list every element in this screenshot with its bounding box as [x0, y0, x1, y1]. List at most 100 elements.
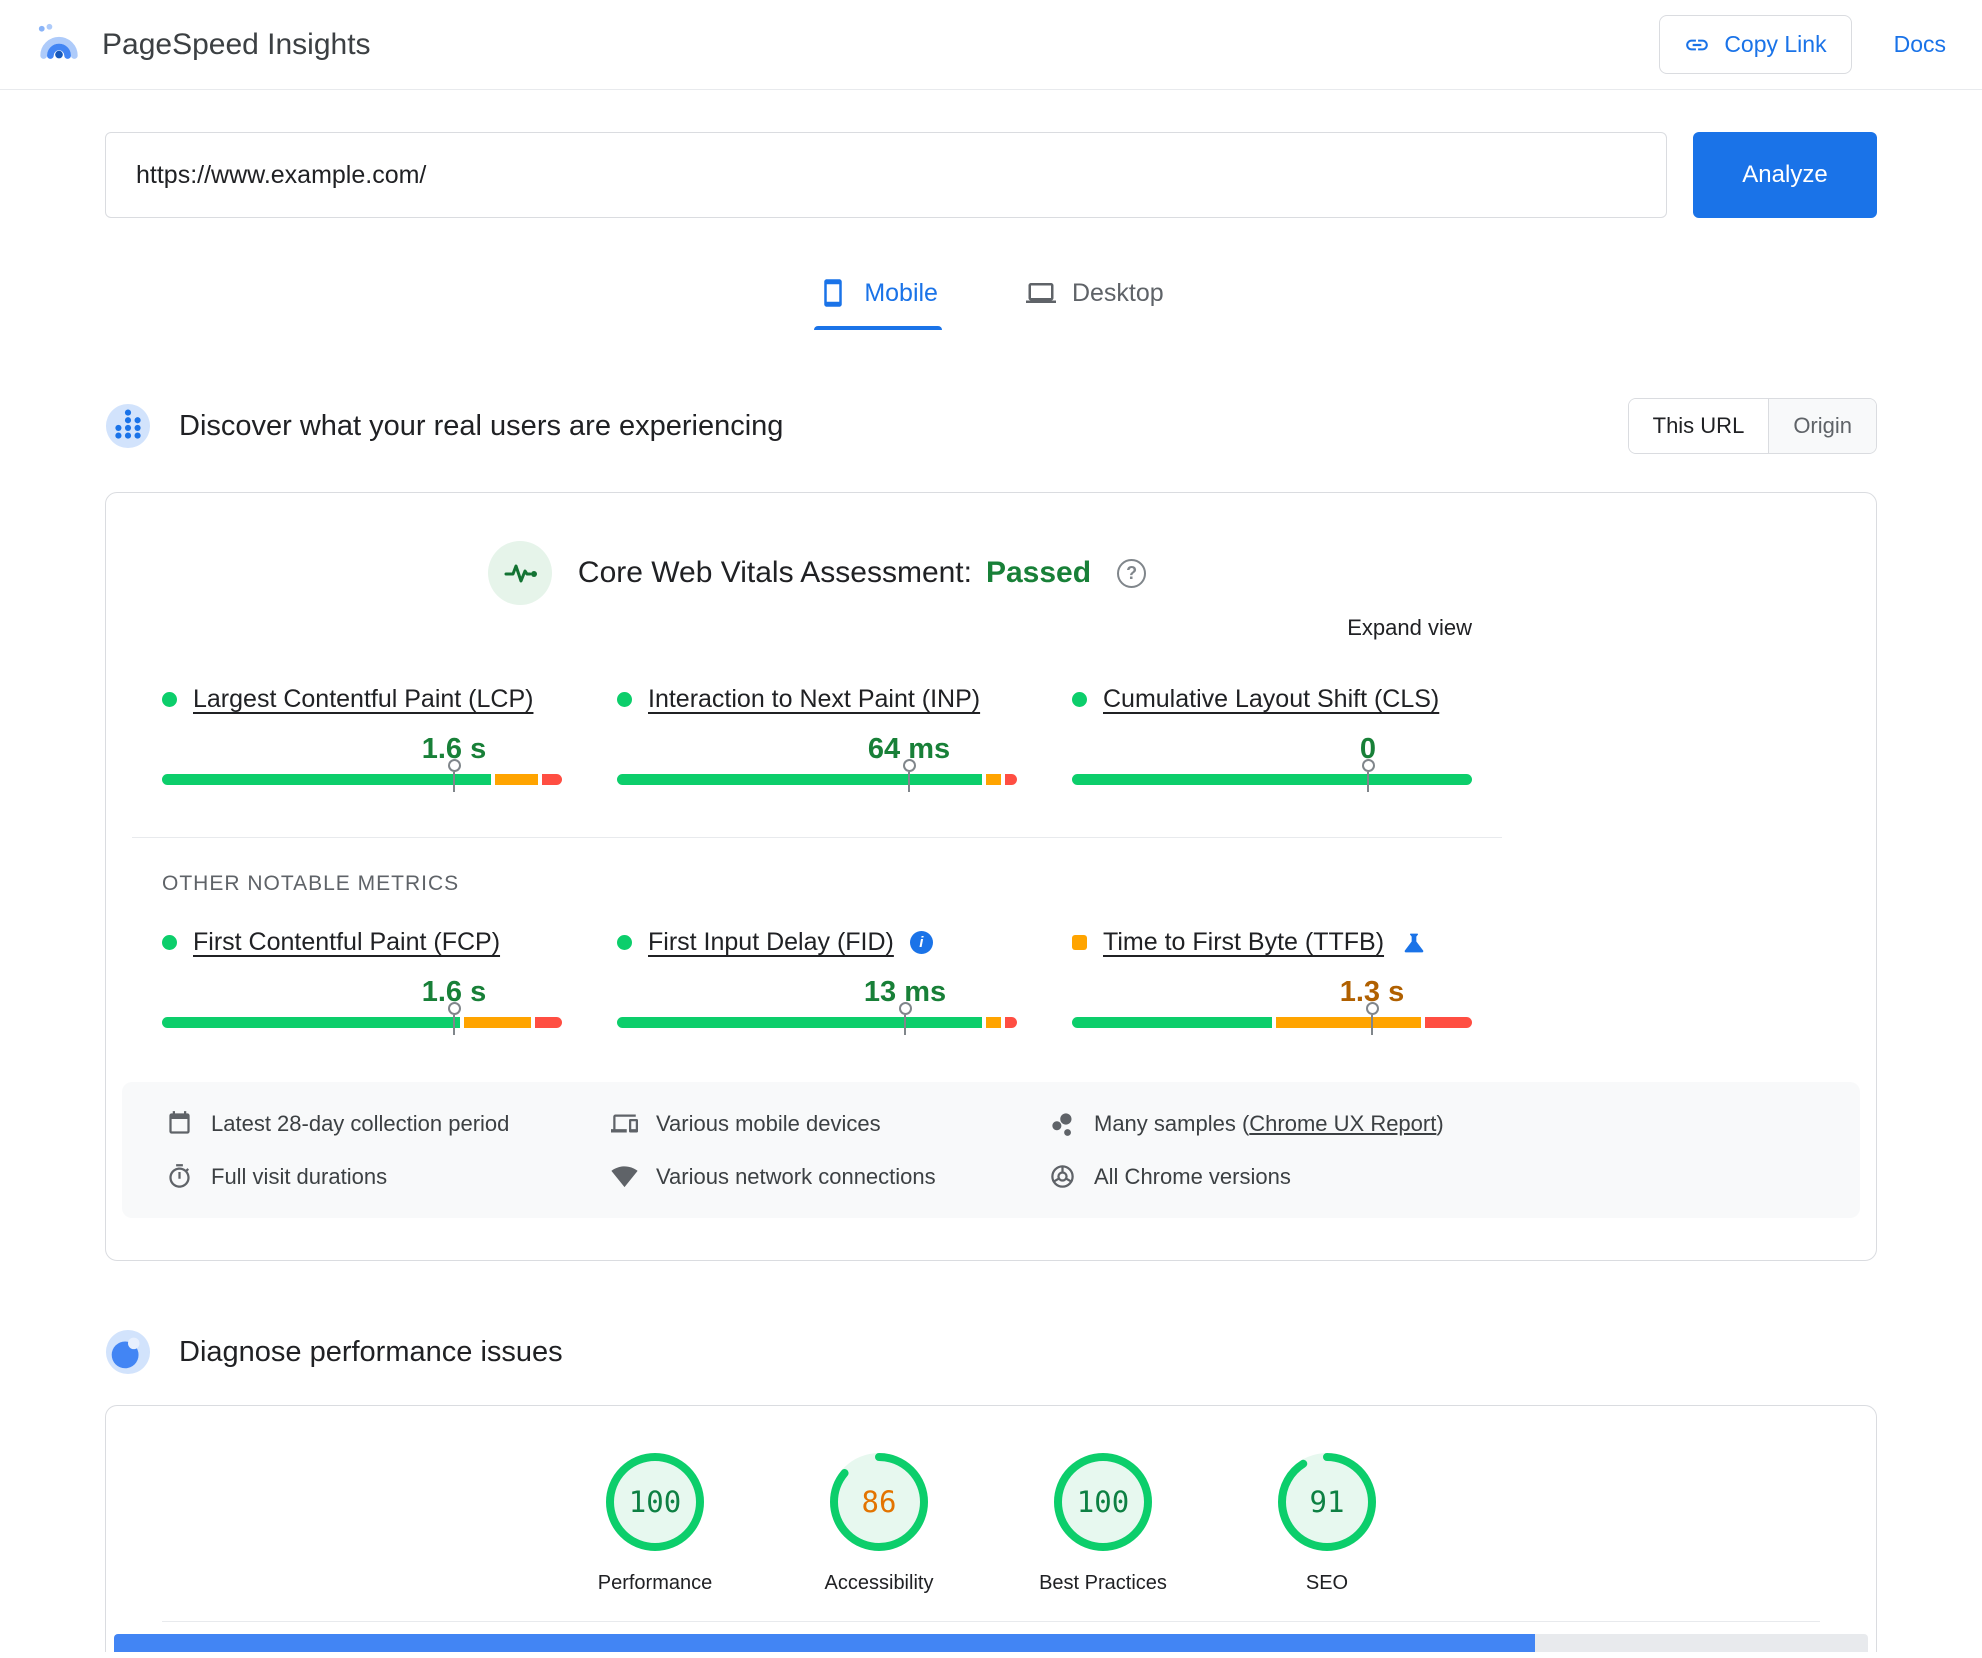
chrome-icon [1051, 1165, 1074, 1188]
bar-segment-good [1072, 1017, 1272, 1028]
device-tabs: Mobile Desktop [105, 272, 1877, 330]
score-value: 100 [1076, 1485, 1130, 1519]
tab-mobile-label: Mobile [864, 278, 938, 307]
metric-status-dot [162, 935, 177, 950]
metric-head: First Input Delay (FID) i [617, 928, 1017, 957]
docs-link[interactable]: Docs [1893, 31, 1946, 57]
footnote-text: Various network connections [656, 1163, 936, 1189]
lighthouse-scores-card: 100 Performance 86 Accessibility [105, 1405, 1877, 1652]
metric-head: Largest Contentful Paint (LCP) [162, 685, 562, 714]
field-data-card: Core Web Vitals Assessment: Passed ? Exp… [105, 492, 1877, 1261]
score-value: 91 [1309, 1485, 1345, 1519]
toggle-origin[interactable]: Origin [1769, 399, 1876, 453]
metric-status-square [1072, 935, 1087, 950]
bar-segment-good [162, 774, 492, 785]
flask-icon[interactable] [1400, 929, 1428, 957]
bottom-strip [114, 1634, 1868, 1652]
analyze-button[interactable]: Analyze [1693, 132, 1877, 218]
field-data-section-head: Discover what your real users are experi… [105, 398, 1877, 454]
chrome-ux-report-link[interactable]: Chrome UX Report [1249, 1110, 1437, 1136]
metric-link-ttfb[interactable]: Time to First Byte (TTFB) [1103, 928, 1385, 956]
help-icon[interactable]: ? [1117, 558, 1147, 588]
footnote-text: Various mobile devices [656, 1110, 881, 1136]
metric-link-inp[interactable]: Interaction to Next Paint (INP) [648, 685, 981, 713]
metric-inp: Interaction to Next Paint (INP) 64 ms [617, 685, 1018, 792]
metric-link-cls[interactable]: Cumulative Layout Shift (CLS) [1103, 685, 1440, 713]
header-actions: Copy Link Docs [1659, 15, 1946, 74]
cwv-assessment-header: Core Web Vitals Assessment: Passed ? [162, 541, 1472, 605]
timer-icon [169, 1164, 190, 1188]
bar-segment-average [463, 1017, 531, 1028]
distribution-bar [617, 1002, 1018, 1035]
footnote-text: Full visit durations [211, 1163, 388, 1189]
lab-data-icon [105, 1329, 151, 1375]
diagnose-title: Diagnose performance issues [179, 1335, 563, 1368]
calendar-icon [169, 1111, 190, 1134]
distribution-bar [1072, 759, 1472, 792]
metric-value-row: 1.6 s [162, 957, 562, 1017]
main-content: Analyze Mobile Desktop Discover [0, 132, 1982, 1652]
bar-segment-good [162, 1017, 460, 1028]
metric-link-fcp[interactable]: First Contentful Paint (FCP) [193, 928, 501, 956]
metric-status-dot [617, 935, 632, 950]
metric-value-row: 0 [1072, 714, 1472, 774]
copy-link-button[interactable]: Copy Link [1659, 15, 1852, 74]
url-input[interactable] [105, 132, 1667, 218]
footnote-text: All Chrome versions [1094, 1163, 1291, 1189]
bar-segment-poor [534, 1017, 562, 1028]
bar-segment-poor [542, 774, 562, 785]
tab-mobile[interactable]: Mobile [814, 272, 942, 330]
samples-prefix: Many samples ( [1094, 1110, 1250, 1136]
samples-suffix: ) [1436, 1110, 1444, 1136]
distribution-bar [1072, 1002, 1473, 1035]
scores-divider [162, 1621, 1820, 1622]
footnote-chrome-versions: All Chrome versions [1049, 1163, 1816, 1190]
metric-head: Interaction to Next Paint (INP) [617, 685, 1017, 714]
score-value: 100 [628, 1485, 682, 1519]
smartphone-icon [824, 279, 843, 307]
score-gauges-row: 100 Performance 86 Accessibility [162, 1450, 1820, 1595]
metric-link-fid[interactable]: First Input Delay (FID) [648, 928, 894, 956]
gauge-accessibility[interactable]: 86 Accessibility [804, 1450, 954, 1595]
copy-link-label: Copy Link [1724, 31, 1827, 57]
score-label: Performance [597, 1572, 713, 1594]
pulse-icon [487, 541, 552, 605]
metric-value-row: 1.3 s [1072, 957, 1472, 1017]
bar-segment-poor [1005, 1017, 1018, 1028]
toggle-this-url[interactable]: This URL [1628, 399, 1770, 453]
metric-status-dot [1072, 692, 1087, 707]
metric-status-dot [617, 692, 632, 707]
distribution-bar [617, 759, 1018, 792]
bar-segment-poor [1424, 1017, 1473, 1028]
tab-desktop[interactable]: Desktop [1022, 272, 1168, 330]
metric-head: Cumulative Layout Shift (CLS) [1072, 685, 1472, 714]
gauge-performance[interactable]: 100 Performance [580, 1450, 730, 1595]
bottom-strip-filled [114, 1634, 1535, 1652]
gauge-seo[interactable]: 91 SEO [1252, 1450, 1402, 1595]
other-metrics-heading: OTHER NOTABLE METRICS [162, 872, 460, 895]
expand-view-link[interactable]: Expand view [1347, 615, 1472, 640]
score-value: 86 [861, 1485, 897, 1519]
network-icon [611, 1166, 638, 1188]
metric-head: First Contentful Paint (FCP) [162, 928, 562, 957]
scope-toggle: This URL Origin [1627, 398, 1877, 454]
bar-segment-average [985, 774, 1002, 785]
metric-fid: First Input Delay (FID) i 13 ms [617, 928, 1018, 1035]
metric-link-lcp[interactable]: Largest Contentful Paint (LCP) [193, 685, 534, 713]
footnote-collection-period: Latest 28-day collection period [166, 1110, 611, 1137]
app-title: PageSpeed Insights [102, 27, 371, 61]
assessment-label: Core Web Vitals Assessment: [577, 556, 972, 589]
footnote-text: Many samples (Chrome UX Report) [1094, 1111, 1444, 1137]
bar-segment-good [617, 1017, 982, 1028]
metric-value-row: 64 ms [617, 714, 1017, 774]
bar-segment-good [1072, 774, 1472, 785]
metric-ttfb: Time to First Byte (TTFB) 1.3 s [1072, 928, 1473, 1035]
link-icon [1686, 39, 1709, 50]
bar-segment-average [495, 774, 539, 785]
other-metrics-grid: First Contentful Paint (FCP) 1.6 s [162, 928, 1473, 1035]
bar-segment-poor [1005, 774, 1018, 785]
gauge-best-practices[interactable]: 100 Best Practices [1028, 1450, 1178, 1595]
metric-value-row: 13 ms [617, 957, 1017, 1017]
info-icon[interactable]: i [909, 931, 933, 954]
